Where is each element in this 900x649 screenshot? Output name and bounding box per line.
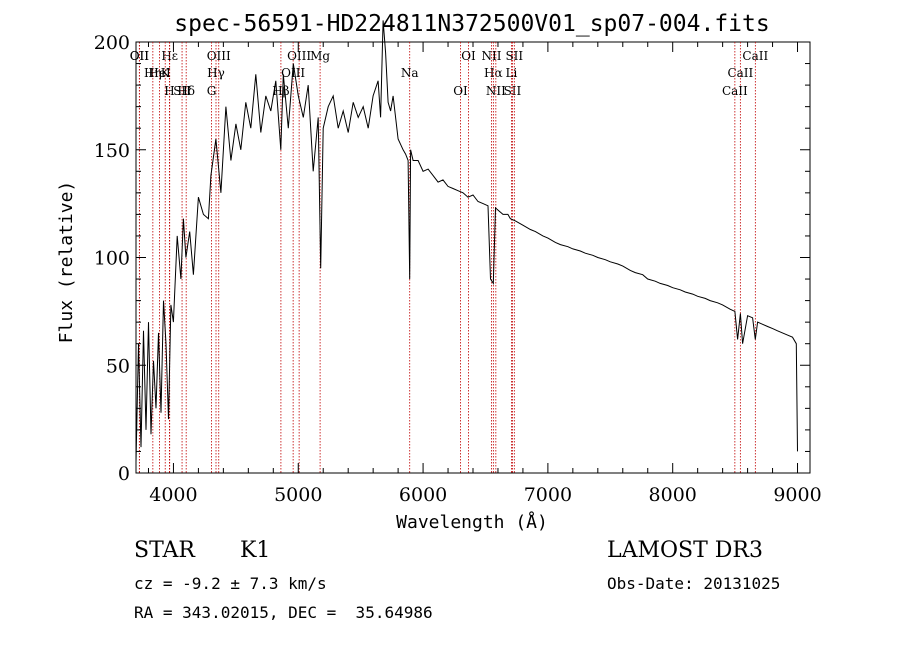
x-tick-label: 9000 [773, 484, 821, 506]
x-tick-label: 5000 [274, 484, 322, 506]
object-subclass: K1 [240, 538, 271, 563]
line-label: K [161, 66, 171, 80]
line-label: OII [130, 49, 150, 63]
y-tick-label: 150 [94, 140, 130, 162]
line-label: Hγ [207, 66, 225, 80]
line-label: G [207, 84, 217, 98]
x-axis-label: Wavelength (Å) [396, 511, 548, 533]
line-label: NII [481, 49, 501, 63]
line-label: CaII [742, 49, 768, 63]
y-tick-label: 50 [106, 355, 130, 377]
line-label: SII [504, 84, 522, 98]
x-tick-label: 8000 [649, 484, 697, 506]
survey-label: LAMOST DR3 [607, 538, 763, 563]
y-tick-label: 200 [94, 32, 130, 54]
line-label: OIII [287, 49, 311, 63]
line-label: SII [505, 49, 523, 63]
object-class: STAR [134, 538, 195, 563]
line-label: Mg [310, 49, 330, 63]
line-label: Hα [484, 66, 503, 80]
line-label: NII [486, 84, 506, 98]
line-label: OII [130, 49, 150, 63]
axis-ticks: 4000 5000 6000 7000 8000 9000 0 50 100 150 200 [94, 32, 822, 506]
line-label: OIII [281, 66, 305, 80]
line-label: CaII [722, 84, 748, 98]
plot-frame [135, 41, 811, 474]
line-label: OIII [207, 49, 231, 63]
line-label: Na [401, 66, 419, 80]
emission-line-markers: HεKHδOIIHeISIIOIIHηHOIIIHγGOIIIOIIIHβMgN… [130, 42, 768, 473]
spectrum-trace [135, 20, 798, 463]
x-tick-label: 4000 [149, 484, 197, 506]
y-tick-label: 0 [118, 463, 130, 485]
spectrum-series-flux [135, 20, 798, 463]
line-label: Li [506, 66, 518, 80]
line-label: HeI [148, 66, 171, 80]
line-label: CaII [727, 66, 753, 80]
y-axis-label: Flux (relative) [56, 181, 77, 344]
x-tick-label: 7000 [524, 484, 572, 506]
line-label: OI [453, 84, 468, 98]
x-tick-label: 6000 [399, 484, 447, 506]
coordinates-readout: RA = 343.02015, DEC = 35.64986 [134, 603, 433, 622]
line-label: OI [461, 49, 476, 63]
y-tick-label: 100 [94, 248, 130, 270]
line-label: Hη [144, 66, 162, 80]
line-label: SII [173, 84, 191, 98]
line-label: H [164, 84, 174, 98]
redshift-readout: cz = -9.2 ± 7.3 km/s [134, 574, 327, 593]
obs-date-readout: Obs-Date: 20131025 [607, 574, 781, 593]
chart-title: spec-56591-HD224811N372500V01_sp07-004.f… [174, 11, 769, 37]
